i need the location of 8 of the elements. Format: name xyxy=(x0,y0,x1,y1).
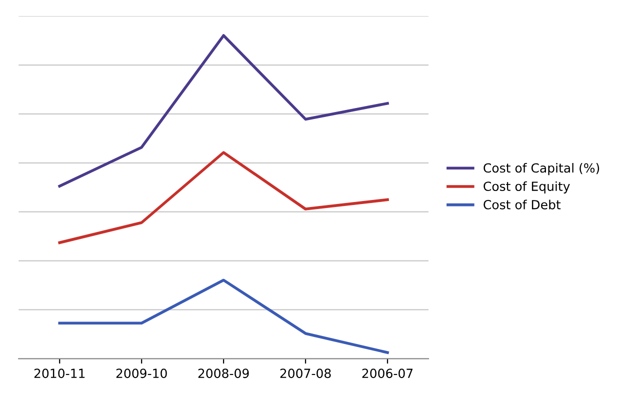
legend-label: Cost of Debt xyxy=(484,200,561,210)
x-tick-label: 2006-07 xyxy=(362,368,413,378)
x-tick-label: 2010-11 xyxy=(34,368,85,378)
legend-label: Cost of Equity xyxy=(484,181,570,194)
x-tick-label: 2007-08 xyxy=(280,368,331,378)
legend-label: Cost of Capital (%) xyxy=(484,163,600,176)
x-tick-label: 2009-10 xyxy=(116,368,167,378)
x-tick-label: 2008-09 xyxy=(198,368,249,378)
